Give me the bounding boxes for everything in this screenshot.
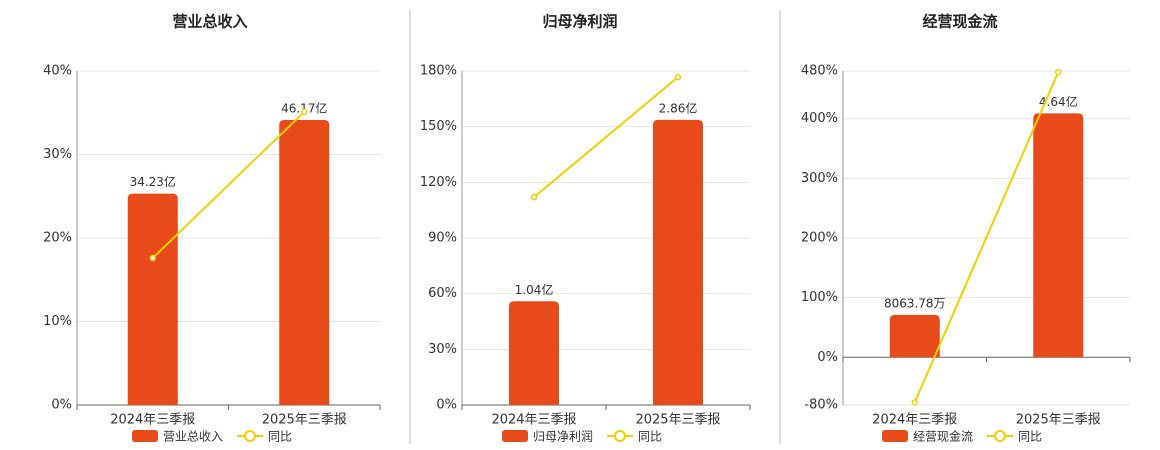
legend-label: 营业总收入 — [163, 430, 223, 444]
y-tick-label: 150% — [420, 119, 457, 134]
y-tick-label: 400% — [801, 111, 838, 126]
line — [533, 76, 679, 198]
bar — [653, 119, 703, 405]
bar — [1033, 113, 1084, 358]
y-tick-label: 480% — [801, 64, 838, 79]
y-tick-label: 10% — [43, 314, 72, 329]
chart-title: 营业总收入 — [172, 13, 247, 31]
legend-swatch — [502, 430, 528, 442]
y-tick-label: 60% — [428, 286, 457, 301]
line-point — [674, 73, 682, 81]
line-point — [1055, 68, 1062, 76]
line-point — [149, 254, 156, 262]
legend-label: 经营现金流 — [913, 429, 973, 444]
bar — [279, 119, 330, 405]
legend-point — [614, 430, 626, 442]
bar — [889, 314, 940, 358]
x-tick-label: 2024年三季报 — [491, 413, 576, 428]
y-tick-label: 180% — [420, 64, 457, 79]
y-tick-label: 40% — [43, 64, 72, 79]
y-tick-label: 30% — [43, 147, 72, 162]
chart-title: 经营现金流 — [922, 13, 997, 31]
y-tick-label: 20% — [43, 231, 72, 246]
x-tick-label: 2025年三季报 — [1016, 413, 1101, 428]
line — [913, 71, 1060, 403]
legend-point — [994, 430, 1006, 442]
legend-label: 同比 — [268, 430, 292, 444]
line-point — [301, 108, 308, 116]
y-tick-label: -80% — [804, 398, 838, 413]
data-label: 1.04亿 — [515, 282, 554, 297]
y-tick-label: 200% — [801, 231, 838, 246]
x-tick-label: 2025年三季报 — [262, 413, 347, 428]
x-tick-label: 2024年三季报 — [110, 413, 195, 428]
legend-label: 归母净利润 — [533, 430, 593, 444]
legend-label: 同比 — [1018, 430, 1042, 444]
y-tick-label: 120% — [420, 175, 457, 190]
legend-point — [244, 430, 256, 442]
y-tick-label: 300% — [801, 171, 838, 186]
y-tick-label: 30% — [428, 342, 457, 357]
data-label: 8063.78万 — [884, 296, 946, 310]
x-tick-label: 2025年三季报 — [635, 413, 720, 428]
x-tick-label: 2024年三季报 — [872, 413, 957, 428]
chart-title: 归母净利润 — [542, 13, 617, 31]
line-point — [530, 193, 538, 201]
bar — [127, 193, 178, 405]
line-point — [911, 399, 918, 406]
legend-label: 同比 — [638, 430, 662, 444]
data-label: 46.17亿 — [281, 100, 327, 115]
y-tick-label: 90% — [428, 231, 457, 246]
bar — [509, 301, 559, 405]
legend-swatch — [882, 430, 908, 442]
data-label: 34.23亿 — [130, 174, 176, 189]
data-label: 4.64亿 — [1039, 94, 1078, 109]
legend-swatch — [132, 430, 158, 442]
line — [152, 111, 305, 259]
y-tick-label: 0% — [817, 350, 838, 365]
y-tick-label: 100% — [801, 290, 838, 305]
y-tick-label: 0% — [51, 398, 72, 413]
y-tick-label: 0% — [436, 398, 457, 413]
data-label: 2.86亿 — [659, 100, 698, 115]
